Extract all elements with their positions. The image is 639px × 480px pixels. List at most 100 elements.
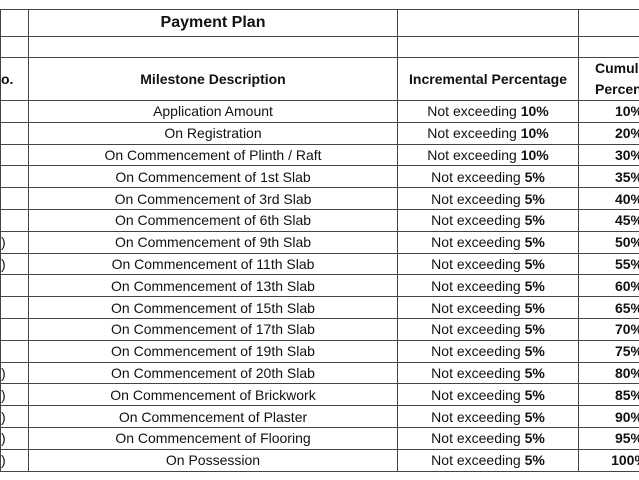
incremental-prefix: Not exceeding xyxy=(431,255,521,272)
incremental-percent: 5% xyxy=(524,430,545,447)
incremental-percent: 5% xyxy=(524,190,545,207)
cell xyxy=(578,9,639,37)
cell-no xyxy=(0,143,29,167)
incremental-percent: 10% xyxy=(520,125,549,142)
incremental-prefix: Not exceeding xyxy=(427,146,517,163)
cell-description: On Commencement of 19th Slab xyxy=(28,339,398,363)
cell-incremental: Not exceeding 10% xyxy=(397,121,579,145)
row: ) On Commencement of Flooring Not exceedin… xyxy=(0,426,639,450)
cell-description: On Commencement of 6th Slab xyxy=(28,208,398,232)
incremental-prefix: Not exceeding xyxy=(431,386,521,403)
incremental-percent: 5% xyxy=(524,343,545,360)
cell-cumulative: 80% xyxy=(578,361,639,385)
cell-description: On Possession xyxy=(28,448,398,472)
no-text: ) xyxy=(1,452,6,469)
cell-no: ) xyxy=(0,383,29,407)
no-text: ) xyxy=(1,255,6,272)
cell-description: On Commencement of Plinth / Raft xyxy=(28,143,398,167)
cell-description: On Commencement of 9th Slab xyxy=(28,230,398,254)
incremental-percent: 5% xyxy=(524,386,545,403)
row: ) On Commencement of 11th Slab Not exceedi… xyxy=(0,252,639,276)
cell-description: On Commencement of 17th Slab xyxy=(28,317,398,341)
incremental-percent: 5% xyxy=(524,255,545,272)
row: ) On Commencement of 20th Slab Not exceedi… xyxy=(0,361,639,385)
row: On Commencement of Plinth / Raft Not exce… xyxy=(0,143,639,167)
cell-incremental: Not exceeding 5% xyxy=(397,383,579,407)
cell-cumulative: 45% xyxy=(578,208,639,232)
cell-incremental: Not exceeding 5% xyxy=(397,339,579,363)
row: ) On Commencement of Plaster Not exceeding… xyxy=(0,405,639,428)
cell-cumulative: 50% xyxy=(578,230,639,254)
header-text: Cumul xyxy=(595,60,639,76)
incremental-percent: 5% xyxy=(524,408,545,425)
cell-cumulative: 85% xyxy=(578,383,639,407)
cell-no xyxy=(0,339,29,363)
cell-incremental: Not exceeding 5% xyxy=(397,208,579,232)
cell-cumulative: 35% xyxy=(578,165,639,189)
cell-no xyxy=(0,187,29,210)
cell-no xyxy=(0,274,29,298)
incremental-prefix: Not exceeding xyxy=(427,125,517,142)
incremental-percent: 5% xyxy=(524,212,545,229)
cell-cumulative: 20% xyxy=(578,121,639,145)
cell xyxy=(578,36,639,58)
incremental-prefix: Not exceeding xyxy=(431,190,521,207)
incremental-percent: 5% xyxy=(524,321,545,338)
cell-no xyxy=(0,317,29,341)
incremental-prefix: Not exceeding xyxy=(431,408,521,425)
cell-description: On Commencement of 20th Slab xyxy=(28,361,398,385)
header-no: o. xyxy=(0,57,29,101)
cell-cumulative: 10% xyxy=(578,100,639,123)
header-text: Percen xyxy=(595,81,639,97)
incremental-percent: 5% xyxy=(524,168,545,185)
cell-description: On Commencement of 3rd Slab xyxy=(28,187,398,210)
incremental-prefix: Not exceeding xyxy=(431,299,521,316)
incremental-percent: 5% xyxy=(524,364,545,381)
cell-cumulative: 60% xyxy=(578,274,639,298)
incremental-prefix: Not exceeding xyxy=(431,234,521,251)
cell-cumulative: 40% xyxy=(578,187,639,210)
row: On Commencement of 6th Slab Not exceeding… xyxy=(0,208,639,232)
cell-description: Application Amount xyxy=(28,100,398,123)
incremental-percent: 10% xyxy=(520,146,549,163)
incremental-prefix: Not exceeding xyxy=(431,168,521,185)
no-text: ) xyxy=(1,386,6,403)
cell-cumulative: 70% xyxy=(578,317,639,341)
cell-cumulative: 75% xyxy=(578,339,639,363)
cell xyxy=(0,36,29,58)
incremental-prefix: Not exceeding xyxy=(431,277,521,294)
row: On Commencement of 15th Slab Not exceedin… xyxy=(0,296,639,319)
row: On Commencement of 3rd Slab Not exceeding… xyxy=(0,187,639,210)
row: On Commencement of 13th Slab Not exceedin… xyxy=(0,274,639,298)
incremental-prefix: Not exceeding xyxy=(431,452,521,469)
cell-incremental: Not exceeding 5% xyxy=(397,448,579,472)
cell-incremental: Not exceeding 10% xyxy=(397,143,579,167)
incremental-percent: 5% xyxy=(524,452,545,469)
incremental-prefix: Not exceeding xyxy=(431,364,521,381)
no-text: ) xyxy=(1,408,6,425)
incremental-percent: 5% xyxy=(524,277,545,294)
cell-cumulative: 55% xyxy=(578,252,639,276)
cell-incremental: Not exceeding 5% xyxy=(397,187,579,210)
cell-no: ) xyxy=(0,252,29,276)
row: On Commencement of 19th Slab Not exceedin… xyxy=(0,339,639,363)
cell-description: On Commencement of Plaster xyxy=(28,405,398,428)
no-text: ) xyxy=(1,430,6,447)
row: ) On Commencement of 9th Slab Not exceedin… xyxy=(0,230,639,254)
cell-no xyxy=(0,165,29,189)
cell-description: On Registration xyxy=(28,121,398,145)
row: On Commencement of 17th Slab Not exceedin… xyxy=(0,317,639,341)
cell-incremental: Not exceeding 5% xyxy=(397,252,579,276)
row: ) On Commencement of Brickwork Not exceedi… xyxy=(0,383,639,407)
cell-incremental: Not exceeding 5% xyxy=(397,317,579,341)
cell-incremental: Not exceeding 5% xyxy=(397,361,579,385)
cell-cumulative: 65% xyxy=(578,296,639,319)
cell-no: ) xyxy=(0,361,29,385)
incremental-prefix: Not exceeding xyxy=(431,212,521,229)
incremental-percent: 5% xyxy=(524,234,545,251)
cell-no xyxy=(0,100,29,123)
incremental-prefix: Not exceeding xyxy=(431,321,521,338)
cell-no: ) xyxy=(0,230,29,254)
